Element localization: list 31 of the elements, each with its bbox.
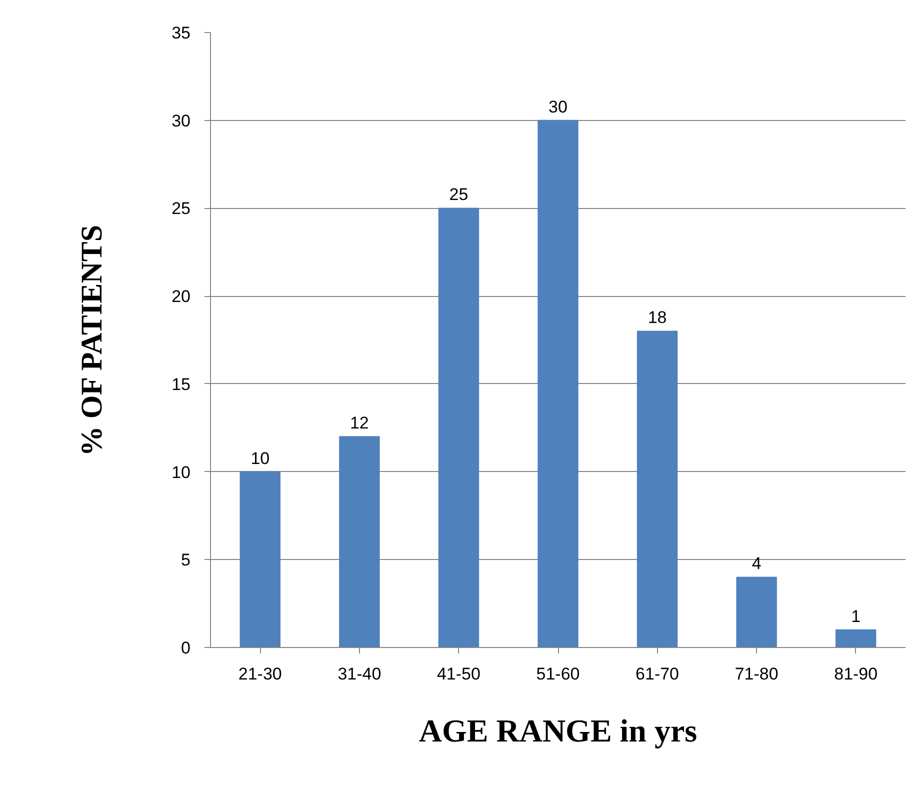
data-label: 4 <box>752 554 762 574</box>
y-tick-label: 10 <box>172 462 191 482</box>
y-tick-label: 25 <box>172 199 191 218</box>
y-tick-label: 15 <box>172 374 191 394</box>
x-axis-title: AGE RANGE in yrs <box>418 712 698 748</box>
data-label: 18 <box>648 308 667 328</box>
data-label: 1 <box>851 606 861 626</box>
y-tick-label: 0 <box>181 638 191 658</box>
data-label: 30 <box>548 97 568 116</box>
bar <box>736 576 777 648</box>
bar <box>438 208 480 648</box>
y-tick-label: 5 <box>181 550 191 570</box>
x-tick-label: 61-70 <box>636 664 680 684</box>
bar <box>636 330 678 648</box>
x-tick-label: 51-60 <box>536 664 580 684</box>
x-tick-label: 71-80 <box>734 664 778 684</box>
data-label: 10 <box>250 448 270 468</box>
x-tick-label: 21-30 <box>238 664 282 684</box>
x-tick-label: 31-40 <box>338 664 382 684</box>
bar <box>240 471 280 648</box>
y-tick-label: 35 <box>172 24 191 42</box>
bar <box>836 629 876 648</box>
y-tick-label: 30 <box>172 111 191 130</box>
data-label: 12 <box>350 414 369 433</box>
y-tick-label: 20 <box>172 287 191 306</box>
x-tick-label: 41-50 <box>436 664 480 684</box>
data-label: 25 <box>449 185 468 204</box>
bar <box>538 120 578 648</box>
bar <box>339 436 380 648</box>
x-tick-label: 81-90 <box>834 664 878 684</box>
y-axis-title: % OF PATIENTS <box>76 224 109 456</box>
